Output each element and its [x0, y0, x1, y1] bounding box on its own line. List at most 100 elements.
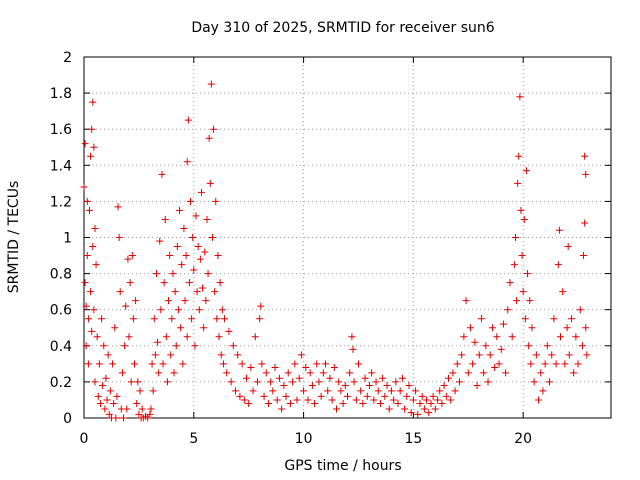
- data-point: [98, 315, 106, 323]
- data-point: [522, 167, 530, 175]
- data-point: [372, 378, 380, 386]
- data-point: [218, 306, 226, 314]
- data-point: [82, 342, 90, 350]
- data-point: [519, 288, 527, 296]
- data-point: [348, 333, 356, 341]
- y-axis-label: SRMTID / TECUs: [6, 181, 22, 294]
- data-point: [513, 297, 521, 305]
- data-point: [158, 170, 166, 178]
- data-point: [120, 414, 128, 422]
- data-point: [484, 378, 492, 386]
- data-point: [423, 396, 431, 404]
- data-point: [572, 333, 580, 341]
- data-point: [368, 369, 376, 377]
- data-point: [434, 396, 442, 404]
- data-point: [504, 306, 512, 314]
- data-point: [87, 152, 95, 160]
- data-point: [211, 288, 219, 296]
- data-point: [438, 400, 446, 408]
- data-point: [311, 400, 319, 408]
- data-point: [324, 387, 332, 395]
- data-point: [436, 387, 444, 395]
- data-point: [543, 342, 551, 350]
- x-tick-label: 10: [295, 431, 313, 447]
- data-point: [170, 369, 178, 377]
- data-point: [127, 378, 135, 386]
- data-point: [581, 219, 589, 227]
- data-point: [87, 288, 95, 296]
- data-point: [561, 360, 569, 368]
- data-point: [114, 203, 122, 211]
- data-point: [92, 261, 100, 269]
- data-point: [510, 261, 518, 269]
- data-point: [138, 405, 146, 413]
- data-point: [556, 333, 564, 341]
- data-point: [105, 410, 113, 418]
- data-point: [286, 400, 294, 408]
- data-point: [278, 405, 286, 413]
- data-point: [535, 396, 543, 404]
- data-point: [204, 270, 212, 278]
- data-point: [376, 400, 384, 408]
- data-point: [420, 405, 428, 413]
- data-point: [85, 206, 93, 214]
- data-point: [216, 279, 224, 287]
- data-point: [183, 333, 191, 341]
- y-tick-label: 0.2: [50, 375, 72, 391]
- data-point: [225, 327, 233, 335]
- data-point: [126, 279, 134, 287]
- data-point: [125, 333, 133, 341]
- data-point: [387, 387, 395, 395]
- data-point: [200, 324, 208, 332]
- data-point: [181, 297, 189, 305]
- data-point: [144, 414, 152, 422]
- data-point: [520, 215, 528, 223]
- data-point: [524, 270, 532, 278]
- data-point: [455, 378, 463, 386]
- data-point: [227, 378, 235, 386]
- data-point: [365, 382, 373, 390]
- data-point: [182, 252, 190, 260]
- data-point: [83, 252, 91, 260]
- data-point: [94, 392, 102, 400]
- data-point: [221, 315, 229, 323]
- data-point: [482, 342, 490, 350]
- data-point: [550, 315, 558, 323]
- data-point: [173, 243, 181, 251]
- data-point: [148, 360, 156, 368]
- data-point: [354, 360, 362, 368]
- data-point: [308, 382, 316, 390]
- x-tick-label: 20: [514, 431, 532, 447]
- x-tick-label: 15: [404, 431, 422, 447]
- data-point: [339, 400, 347, 408]
- data-point: [80, 183, 88, 191]
- data-point: [146, 410, 154, 418]
- data-point: [578, 342, 586, 350]
- data-point: [122, 302, 130, 310]
- data-point: [319, 369, 327, 377]
- data-point: [95, 360, 103, 368]
- data-point: [570, 369, 578, 377]
- data-point: [82, 302, 90, 310]
- data-point: [576, 306, 584, 314]
- y-tick-label: 0.8: [50, 267, 72, 283]
- data-point: [352, 396, 360, 404]
- data-point: [293, 396, 301, 404]
- data-point: [502, 369, 510, 377]
- data-point: [337, 387, 345, 395]
- y-tick-label: 2: [63, 50, 72, 66]
- data-point: [349, 345, 357, 353]
- data-point: [398, 374, 406, 382]
- data-point: [183, 158, 191, 166]
- data-point: [172, 342, 180, 350]
- data-point: [110, 400, 118, 408]
- data-point: [392, 378, 400, 386]
- data-point: [167, 351, 175, 359]
- data-point: [552, 360, 560, 368]
- data-point: [525, 342, 533, 350]
- data-points: [80, 80, 591, 422]
- data-point: [396, 387, 404, 395]
- data-point: [317, 392, 325, 400]
- data-point: [381, 392, 389, 400]
